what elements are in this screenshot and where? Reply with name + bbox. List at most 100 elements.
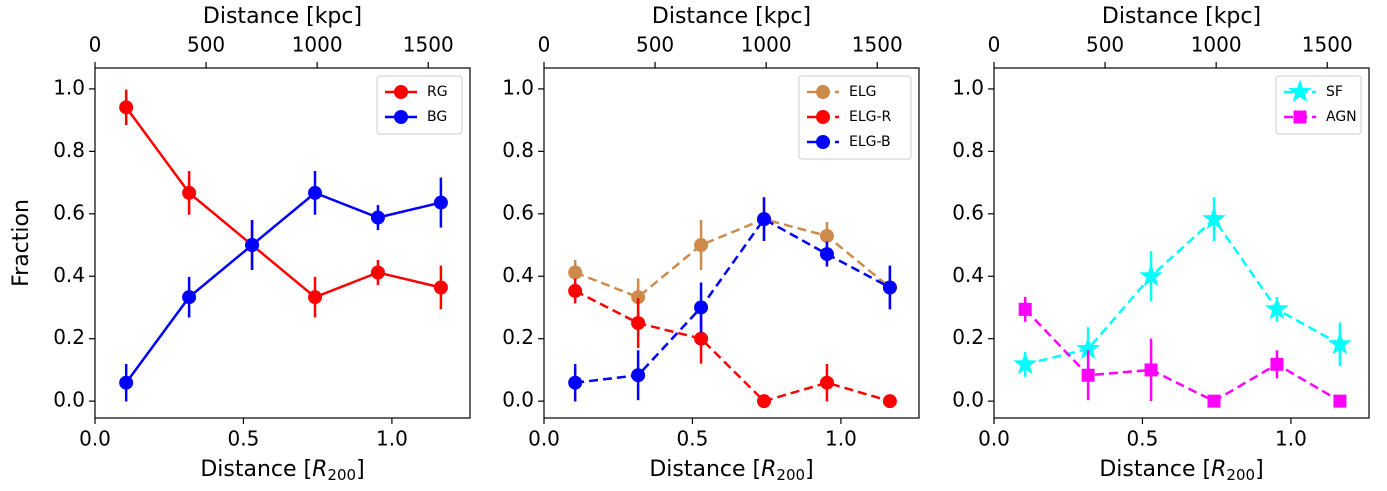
y-tick-label: 0.4 xyxy=(952,263,984,287)
y-tick-label: 0.0 xyxy=(952,388,984,412)
marker xyxy=(819,247,834,262)
marker xyxy=(1328,331,1352,355)
y-tick-label: 0.2 xyxy=(952,325,984,349)
marker xyxy=(370,265,385,280)
x-tick-label: 0.5 xyxy=(677,427,709,451)
series-line xyxy=(125,191,442,384)
series-line xyxy=(574,289,891,403)
y-tick-label: 0.8 xyxy=(53,138,85,162)
marker xyxy=(1013,351,1038,375)
series-line xyxy=(125,106,442,299)
marker xyxy=(182,290,197,305)
x-tick-label: 1.0 xyxy=(1275,427,1307,451)
marker xyxy=(819,375,834,390)
x2-axis-label: Distance [kpc] xyxy=(652,4,811,29)
x-axis-label-text: Distance [ xyxy=(649,457,761,482)
x-tick-label: 0.0 xyxy=(79,427,111,451)
marker xyxy=(433,195,448,210)
marker xyxy=(1270,357,1284,371)
x2-tick-label: 500 xyxy=(187,33,225,57)
marker xyxy=(819,228,834,243)
marker xyxy=(1139,263,1163,287)
x-axis-label-text: ] xyxy=(805,457,814,482)
x-axis-label-text: Distance [ xyxy=(200,457,312,482)
marker xyxy=(1202,206,1226,230)
legend-label: SF xyxy=(1326,84,1343,100)
marker xyxy=(568,283,583,298)
x2-tick-label: 1000 xyxy=(292,33,343,57)
marker xyxy=(370,210,385,225)
legend-marker xyxy=(816,110,830,124)
axes-frame xyxy=(543,67,920,419)
legend-marker xyxy=(1288,79,1312,103)
y-tick-label: 0.6 xyxy=(502,200,534,224)
x-tick-label: 0.0 xyxy=(528,427,560,451)
marker xyxy=(757,212,772,227)
y-tick-label: 0.8 xyxy=(952,138,984,162)
y-tick-label: 1.0 xyxy=(952,75,984,99)
axes-frame xyxy=(94,67,471,419)
marker xyxy=(694,331,709,346)
y-tick-label: 1.0 xyxy=(502,75,534,99)
x-axis-label-text: ] xyxy=(1255,457,1264,482)
x-axis-label-text: Distance [ xyxy=(1099,457,1211,482)
marker xyxy=(757,394,772,409)
series-line xyxy=(1024,217,1341,366)
marker xyxy=(568,265,583,280)
x-tick-label: 1.0 xyxy=(376,427,408,451)
marker xyxy=(882,394,897,409)
y-axis-label: Fraction xyxy=(9,199,34,287)
x-axis-label: Distance [R200] xyxy=(200,457,364,484)
x-axis-label-subscript: 200 xyxy=(327,466,356,484)
legend-marker xyxy=(1293,110,1307,124)
y-tick-label: 0.0 xyxy=(502,388,534,412)
legend-marker xyxy=(816,135,830,149)
y-tick-label: 0.4 xyxy=(53,263,85,287)
marker xyxy=(433,280,448,295)
marker xyxy=(631,316,646,331)
y-tick-label: 1.0 xyxy=(53,75,85,99)
marker xyxy=(882,280,897,295)
x2-tick-label: 1500 xyxy=(1302,33,1353,57)
x2-tick-label: 0 xyxy=(988,33,1001,57)
series-line xyxy=(1024,308,1341,403)
legend-label: RG xyxy=(427,84,448,100)
legend-marker xyxy=(394,85,408,99)
marker xyxy=(1207,394,1221,408)
marker xyxy=(1076,336,1101,360)
x2-tick-label: 1000 xyxy=(1191,33,1242,57)
marker xyxy=(568,375,583,390)
marker xyxy=(308,185,323,200)
marker xyxy=(1333,394,1347,408)
marker xyxy=(119,375,134,390)
x-axis-label-subscript: 200 xyxy=(1226,466,1255,484)
marker xyxy=(308,290,323,305)
marker xyxy=(631,290,646,305)
y-tick-label: 0.8 xyxy=(502,138,534,162)
legend-label: ELG-R xyxy=(849,109,892,125)
series-line xyxy=(574,217,891,299)
x-axis-label: Distance [R200] xyxy=(649,457,813,484)
x2-tick-label: 1000 xyxy=(741,33,792,57)
y-tick-label: 0.6 xyxy=(952,200,984,224)
x-axis-label-subscript: 200 xyxy=(776,466,805,484)
axes-frame xyxy=(993,67,1370,419)
x2-tick-label: 1500 xyxy=(403,33,454,57)
x2-tick-label: 0 xyxy=(538,33,551,57)
x2-tick-label: 500 xyxy=(1086,33,1124,57)
legend-label: ELG-B xyxy=(849,134,891,150)
marker xyxy=(694,238,709,253)
x-axis-label-symbol: R xyxy=(312,457,327,482)
y-tick-label: 0.0 xyxy=(53,388,85,412)
marker xyxy=(1265,296,1289,320)
legend-marker xyxy=(816,85,830,99)
x2-tick-label: 500 xyxy=(636,33,674,57)
x-axis-label-symbol: R xyxy=(1211,457,1226,482)
x-axis-label-symbol: R xyxy=(761,457,776,482)
marker xyxy=(631,368,646,383)
marker xyxy=(1144,363,1158,377)
series-line xyxy=(575,217,891,384)
x2-tick-label: 1500 xyxy=(852,33,903,57)
x-axis-label: Distance [R200] xyxy=(1099,457,1263,484)
